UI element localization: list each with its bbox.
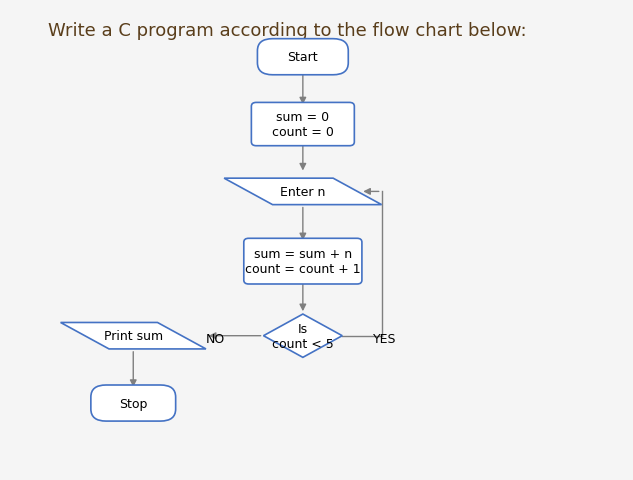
FancyBboxPatch shape [251,103,354,146]
Text: Start: Start [287,51,318,64]
Text: sum = sum + n
count = count + 1: sum = sum + n count = count + 1 [245,248,361,276]
Text: sum = 0
count = 0: sum = 0 count = 0 [272,111,334,139]
FancyBboxPatch shape [91,385,175,421]
FancyBboxPatch shape [258,40,348,76]
Text: Is
count < 5: Is count < 5 [272,322,334,350]
Text: Enter n: Enter n [280,185,325,199]
Text: NO: NO [205,332,225,345]
FancyBboxPatch shape [244,239,362,284]
Text: Print sum: Print sum [104,329,163,343]
Polygon shape [224,179,382,205]
Polygon shape [263,314,342,358]
Text: Write a C program according to the flow chart below:: Write a C program according to the flow … [49,22,527,39]
Text: Stop: Stop [119,396,147,410]
Polygon shape [61,323,206,349]
Text: YES: YES [373,332,396,345]
